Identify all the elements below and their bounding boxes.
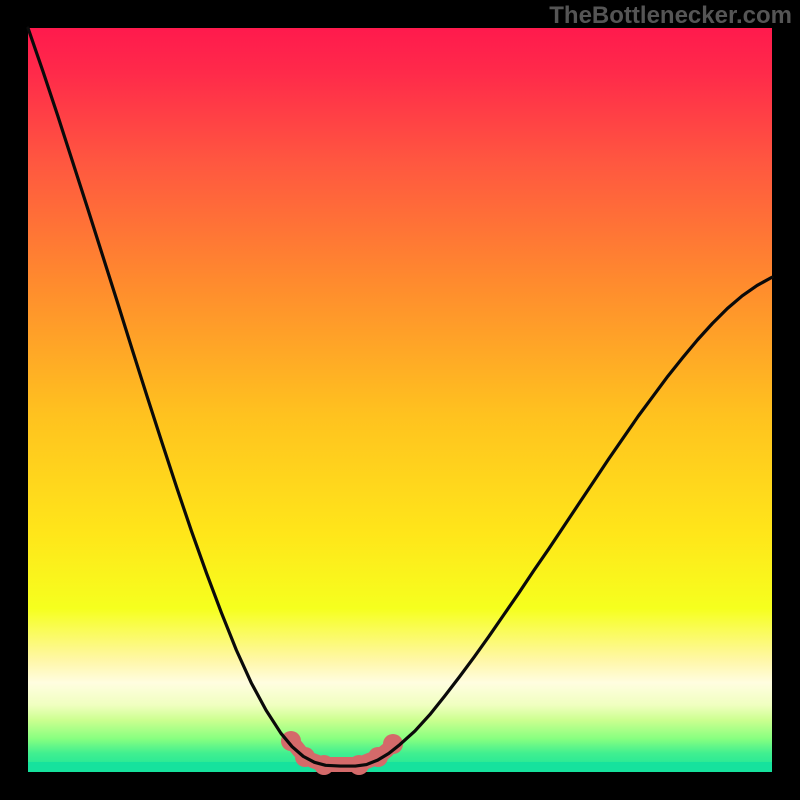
plot-area [28,28,772,772]
watermark-text: TheBottlenecker.com [549,2,792,30]
bottleneck-curve [28,28,772,766]
chart-stage: TheBottlenecker.com [0,0,800,800]
curve-svg [28,28,772,772]
